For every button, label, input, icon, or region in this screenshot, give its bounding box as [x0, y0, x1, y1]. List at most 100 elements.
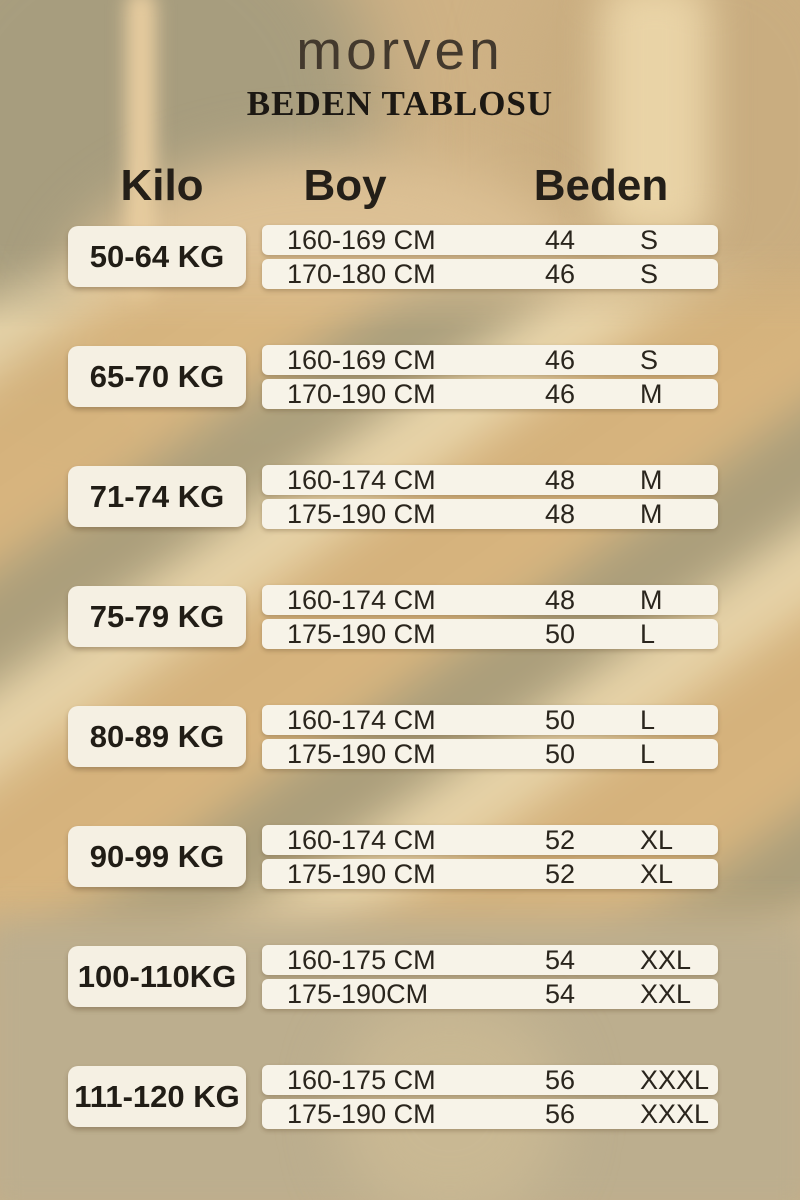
weight-range-box: 75-79 KG: [68, 586, 246, 647]
letter-size: L: [640, 738, 656, 769]
size-group: 65-70 KG 160-169 CM 46 S 170-190 CM 46 M: [0, 345, 800, 409]
size-row: 175-190 CM 56 XXXL: [262, 1099, 718, 1129]
size-row: 175-190 CM 48 M: [262, 499, 718, 529]
height-range: 160-174 CM: [287, 824, 436, 855]
size-row: 175-190 CM 50 L: [262, 739, 718, 769]
numeric-size: 48: [545, 584, 576, 615]
height-range: 175-190CM: [287, 978, 429, 1009]
size-row: 160-169 CM 44 S: [262, 225, 718, 255]
size-rows: 160-169 CM 46 S 170-190 CM 46 M: [262, 345, 718, 413]
weight-range-label: 71-74 KG: [89, 478, 225, 514]
size-row: 175-190 CM 50 L: [262, 619, 718, 649]
letter-size: S: [640, 224, 659, 255]
letter-size: M: [640, 584, 663, 615]
size-row: 160-169 CM 46 S: [262, 345, 718, 375]
column-header-boy: Boy: [303, 161, 387, 210]
size-row: 160-175 CM 54 XXL: [262, 945, 718, 975]
size-row: 175-190CM 54 XXL: [262, 979, 718, 1009]
size-group: 100-110KG 160-175 CM 54 XXL 175-190CM 54…: [0, 945, 800, 1009]
numeric-size: 48: [545, 464, 576, 495]
weight-range-label: 75-79 KG: [89, 598, 225, 634]
size-row: 160-174 CM 48 M: [262, 465, 718, 495]
numeric-size: 46: [545, 378, 576, 409]
weight-range-label: 100-110KG: [77, 958, 237, 994]
height-range: 170-180 CM: [287, 258, 436, 289]
letter-size: S: [640, 344, 659, 375]
weight-range-label: 111-120 KG: [74, 1078, 240, 1114]
size-group: 75-79 KG 160-174 CM 48 M 175-190 CM 50 L: [0, 585, 800, 649]
height-range: 175-190 CM: [287, 858, 436, 889]
height-range: 160-174 CM: [287, 704, 436, 735]
numeric-size: 44: [545, 224, 576, 255]
size-row: 170-190 CM 46 M: [262, 379, 718, 409]
numeric-size: 54: [545, 978, 576, 1009]
weight-range-box: 65-70 KG: [68, 346, 246, 407]
letter-size: L: [640, 618, 656, 649]
numeric-size: 46: [545, 258, 576, 289]
background-blob: [600, 0, 710, 240]
size-group: 90-99 KG 160-174 CM 52 XL 175-190 CM 52 …: [0, 825, 800, 889]
height-range: 160-169 CM: [287, 224, 436, 255]
numeric-size: 50: [545, 618, 576, 649]
letter-size: XL: [640, 824, 674, 855]
size-row: 170-180 CM 46 S: [262, 259, 718, 289]
letter-size: M: [640, 498, 663, 529]
weight-range-label: 50-64 KG: [89, 238, 225, 274]
numeric-size: 48: [545, 498, 576, 529]
height-range: 160-175 CM: [287, 1064, 436, 1095]
height-range: 175-190 CM: [287, 1098, 436, 1129]
height-range: 160-169 CM: [287, 344, 436, 375]
weight-range-box: 111-120 KG: [68, 1066, 246, 1127]
column-header-kilo: Kilo: [120, 161, 204, 210]
size-rows: 160-175 CM 56 XXXL 175-190 CM 56 XXXL: [262, 1065, 718, 1133]
size-group: 111-120 KG 160-175 CM 56 XXXL 175-190 CM…: [0, 1065, 800, 1129]
size-row: 160-174 CM 50 L: [262, 705, 718, 735]
column-header-beden: Beden: [533, 161, 669, 210]
weight-range-box: 71-74 KG: [68, 466, 246, 527]
weight-range-box: 90-99 KG: [68, 826, 246, 887]
numeric-size: 46: [545, 344, 576, 375]
height-range: 175-190 CM: [287, 618, 436, 649]
weight-range-box: 50-64 KG: [68, 226, 246, 287]
height-range: 170-190 CM: [287, 378, 436, 409]
letter-size: L: [640, 704, 656, 735]
size-rows: 160-174 CM 48 M 175-190 CM 48 M: [262, 465, 718, 533]
weight-range-label: 90-99 KG: [89, 838, 225, 874]
size-group: 80-89 KG 160-174 CM 50 L 175-190 CM 50 L: [0, 705, 800, 769]
letter-size: XXXL: [640, 1098, 710, 1129]
letter-size: M: [640, 378, 663, 409]
size-row: 175-190 CM 52 XL: [262, 859, 718, 889]
numeric-size: 52: [545, 824, 576, 855]
letter-size: XXL: [640, 944, 692, 975]
numeric-size: 54: [545, 944, 576, 975]
height-range: 160-175 CM: [287, 944, 436, 975]
height-range: 160-174 CM: [287, 584, 436, 615]
size-row: 160-175 CM 56 XXXL: [262, 1065, 718, 1095]
weight-range-label: 65-70 KG: [89, 358, 225, 394]
letter-size: M: [640, 464, 663, 495]
size-row: 160-174 CM 48 M: [262, 585, 718, 615]
brand-logo: morven: [296, 19, 504, 81]
size-table: 50-64 KG 160-169 CM 44 S 170-180 CM 46 S…: [0, 225, 800, 1185]
letter-size: XXXL: [640, 1064, 710, 1095]
size-group: 71-74 KG 160-174 CM 48 M 175-190 CM 48 M: [0, 465, 800, 529]
weight-range-box: 80-89 KG: [68, 706, 246, 767]
numeric-size: 50: [545, 704, 576, 735]
size-group: 50-64 KG 160-169 CM 44 S 170-180 CM 46 S: [0, 225, 800, 289]
letter-size: XL: [640, 858, 674, 889]
weight-range-label: 80-89 KG: [89, 718, 225, 754]
letter-size: S: [640, 258, 659, 289]
numeric-size: 56: [545, 1064, 576, 1095]
height-range: 160-174 CM: [287, 464, 436, 495]
height-range: 175-190 CM: [287, 498, 436, 529]
numeric-size: 52: [545, 858, 576, 889]
size-rows: 160-175 CM 54 XXL 175-190CM 54 XXL: [262, 945, 718, 1013]
page-title: BEDEN TABLOSU: [246, 84, 554, 123]
height-range: 175-190 CM: [287, 738, 436, 769]
size-rows: 160-174 CM 52 XL 175-190 CM 52 XL: [262, 825, 718, 893]
size-rows: 160-169 CM 44 S 170-180 CM 46 S: [262, 225, 718, 293]
size-rows: 160-174 CM 48 M 175-190 CM 50 L: [262, 585, 718, 653]
weight-range-box: 100-110KG: [68, 946, 246, 1007]
numeric-size: 50: [545, 738, 576, 769]
